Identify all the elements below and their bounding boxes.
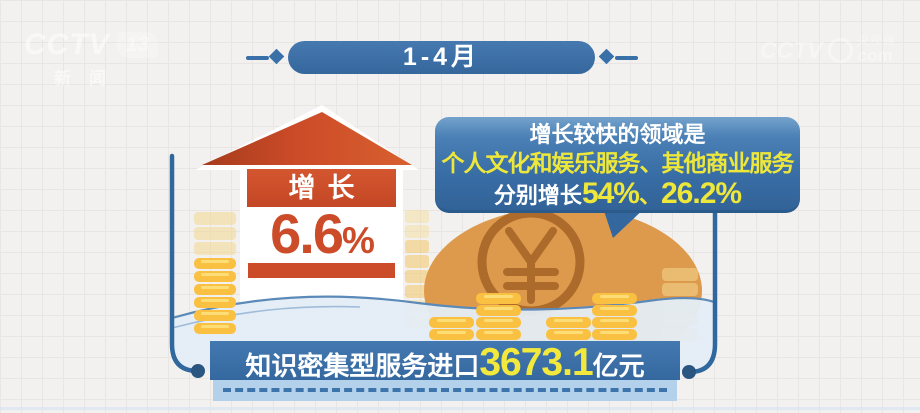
total-banner: 知识密集型服务进口 3673.1 亿元 [210,341,680,384]
yuan-symbol-icon [503,227,559,304]
dashed-line [223,388,667,392]
callout-tail [602,205,648,238]
cctvcom-site-name: 央视网 [857,35,897,47]
callout-line2: 个人文化和娱乐服务、其他商业服务 [441,150,795,176]
callout-value-1: 54% [581,177,640,210]
growth-value-number: 6.6 [270,202,344,265]
cctv13-channel-name: 新闻 [54,69,124,88]
growth-house-roof [195,105,419,170]
growth-house-base [248,263,395,278]
globe-icon [827,37,853,63]
cctvcom-brand-text: CCTV [760,36,823,63]
period-pill: 1-4月 [288,41,595,74]
growth-value-percent: % [341,220,375,261]
callout-separator: 、 [638,183,661,208]
pill-decor-line-right [615,56,638,60]
banner-underline-strip [213,380,677,401]
connector-dot-right [682,365,696,379]
cctvcom-domain: com [857,46,893,65]
callout-bubble: 增长较快的领域是 个人文化和娱乐服务、其他商业服务 分别增长 54% 、 26.… [435,117,800,213]
growth-value: 6.6 % [240,206,403,262]
bottom-edge-line [0,407,920,410]
banner-prefix: 知识密集型服务进口 [245,351,480,381]
connector-dot-left [191,364,205,378]
coin-stack [592,293,637,340]
cctv13-channel-number: 13 [116,32,159,58]
callout-line3-prefix: 分别增长 [493,183,582,208]
growth-label: 增长 [247,169,396,207]
banner-unit: 亿元 [592,351,645,381]
cctv13-logo: CCTV 13 新闻 [24,28,159,89]
coin-stack [546,317,591,340]
cctvcom-logo: CCTV 央视网 com [760,35,897,65]
wave-line-secondary [171,305,361,329]
coin-stack [476,293,521,340]
callout-line1: 增长较快的领域是 [529,122,706,147]
callout-line3: 分别增长 54% 、 26.2% [435,178,800,212]
coin-stack [429,317,474,340]
bg-coin-column-left [194,212,236,255]
coin-stack [194,258,236,334]
cctv13-brand-text: CCTV [24,28,110,61]
pill-decor-line-left [246,56,269,60]
callout-value-2: 26.2% [661,177,742,210]
gold-coin-stacks [194,258,637,340]
banner-value: 3673.1 [479,341,593,384]
